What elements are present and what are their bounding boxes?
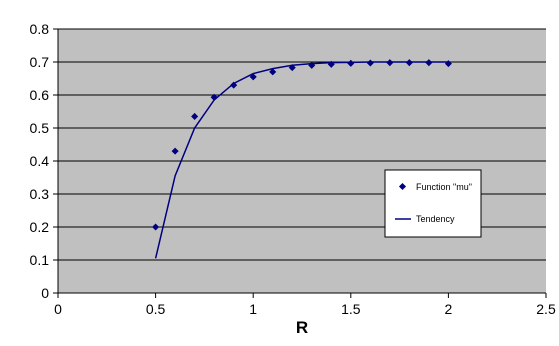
legend-label-function-mu: Function "mu" (416, 182, 472, 192)
x-tick-label: 2 (445, 301, 453, 317)
y-tick-label: 0.2 (30, 219, 50, 235)
x-tick-label: 1.5 (341, 301, 361, 317)
x-axis-label: R (296, 318, 308, 337)
function-mu-series (152, 59, 452, 231)
data-point (386, 59, 394, 67)
data-point (171, 147, 179, 155)
legend-box (384, 169, 482, 238)
y-tick-label: 0.8 (30, 21, 50, 37)
y-tick-label: 0.6 (30, 87, 50, 103)
y-tick-label: 0 (41, 285, 49, 301)
data-point (269, 68, 277, 76)
data-point (191, 112, 199, 120)
data-point (249, 73, 257, 81)
legend: Function "mu" Tendency (384, 169, 482, 238)
x-axis-ticks: 0 0.5 1 1.5 2 2.5 (54, 293, 556, 317)
data-point (210, 93, 218, 101)
data-point (444, 60, 452, 68)
x-tick-label: 2.5 (536, 301, 556, 317)
x-tick-label: 1 (249, 301, 257, 317)
gridlines (58, 28, 546, 261)
data-point (366, 59, 374, 67)
data-point (347, 59, 355, 67)
data-point (152, 223, 160, 231)
y-tick-label: 0.7 (30, 54, 50, 70)
x-tick-label: 0.5 (146, 301, 166, 317)
y-tick-label: 0.1 (30, 252, 50, 268)
tendency-series (154, 61, 449, 259)
y-tick-label: 0.3 (30, 186, 50, 202)
data-point (230, 81, 238, 89)
data-point (327, 60, 335, 68)
data-point (425, 59, 433, 67)
y-tick-label: 0.4 (30, 153, 50, 169)
y-tick-label: 0.5 (30, 120, 50, 136)
data-point (288, 64, 296, 72)
legend-marker-points (398, 182, 407, 191)
y-axis-ticks: 0 0.1 0.2 0.3 0.4 0.5 0.6 0.7 0.8 (30, 21, 58, 301)
legend-label-tendency: Tendency (416, 214, 455, 224)
tendency-line (154, 61, 449, 259)
data-point (308, 61, 316, 69)
x-tick-label: 0 (54, 301, 62, 317)
data-point (405, 59, 413, 67)
